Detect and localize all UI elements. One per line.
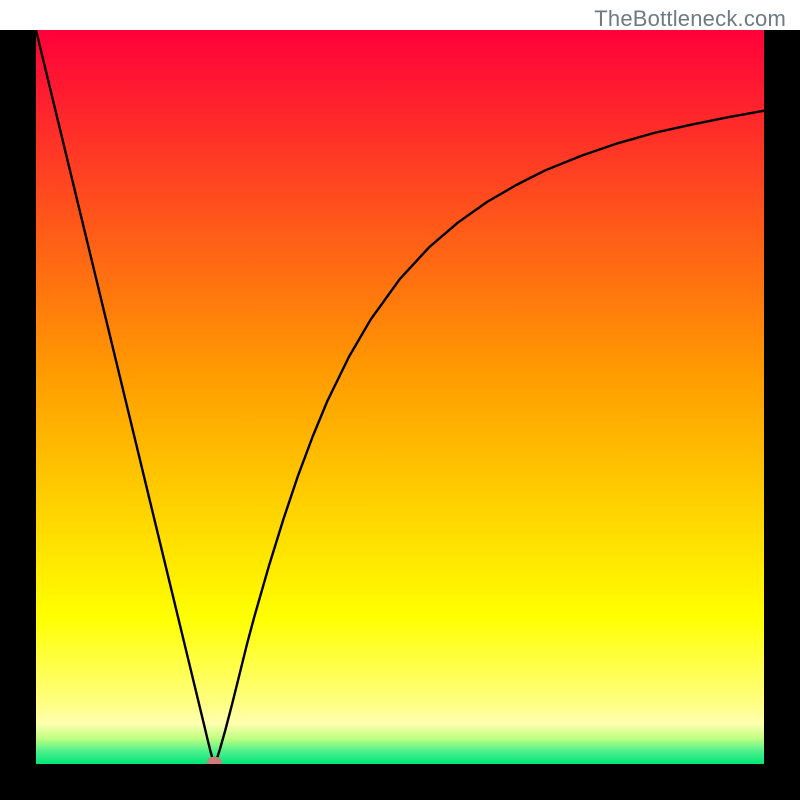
- plot-svg: [36, 30, 764, 764]
- chart-frame: [0, 30, 800, 800]
- frame-border-left: [0, 30, 36, 800]
- chart-root: TheBottleneck.com: [0, 0, 800, 800]
- gradient-background: [36, 30, 764, 764]
- frame-border-bottom: [0, 764, 800, 800]
- frame-border-right: [764, 30, 800, 800]
- plot-area: [36, 30, 764, 764]
- watermark-text: TheBottleneck.com: [594, 6, 786, 32]
